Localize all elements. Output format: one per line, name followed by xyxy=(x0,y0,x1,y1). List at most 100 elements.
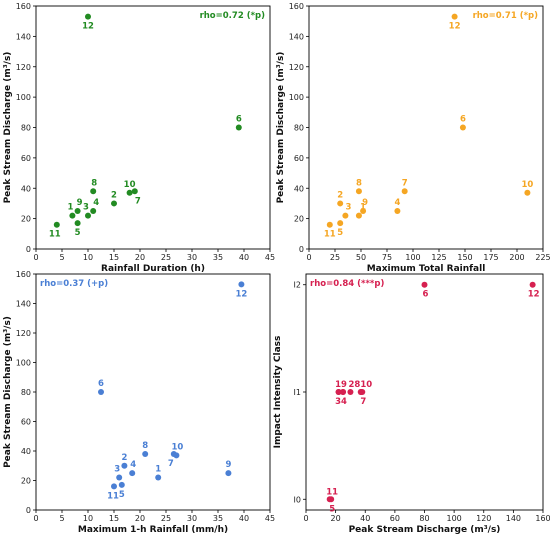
x-tick-label: 50 xyxy=(356,253,366,262)
data-point-11 xyxy=(111,483,117,490)
y-tick-label: 160 xyxy=(16,2,31,11)
data-point-6 xyxy=(98,389,104,395)
point-label-7: 7 xyxy=(402,178,408,188)
point-label-5: 5 xyxy=(337,228,343,238)
x-tick-label: 0 xyxy=(33,253,38,262)
data-point-10 xyxy=(173,452,180,459)
point-label: 810 xyxy=(354,380,372,390)
x-tick-label: 20 xyxy=(331,514,341,523)
point-label-6: 6 xyxy=(98,379,104,389)
data-point-6 xyxy=(459,124,466,131)
x-tick-label: 60 xyxy=(390,514,400,523)
point-label-3: 3 xyxy=(83,203,89,213)
data-point-2 xyxy=(337,200,344,207)
point-label-10: 10 xyxy=(521,180,533,190)
data-point-10 xyxy=(524,189,531,196)
x-tick-label: 35 xyxy=(213,514,223,523)
chart-panel-2: 0 25 50 75 100 125 150 175 200 225020406080100120… xyxy=(276,2,550,274)
y-axis-label: Peak Stream Discharge (m³/s) xyxy=(276,52,286,204)
x-tick-label: 80 xyxy=(419,514,429,523)
point-label-8: 8 xyxy=(91,178,97,188)
plot-frame xyxy=(35,273,271,511)
y-tick-label: 40 xyxy=(294,184,304,193)
data-point-1 xyxy=(155,474,162,481)
point-label-2: 2 xyxy=(121,453,127,463)
point-label-9: 9 xyxy=(225,460,231,470)
y-axis-label: Peak Stream Discharge (m³/s) xyxy=(3,316,13,468)
point-label-1: 1 xyxy=(360,203,366,213)
point-label-1: 1 xyxy=(67,203,73,213)
data-point-11 xyxy=(326,221,333,228)
x-tick-label: 5 xyxy=(59,253,64,262)
y-tick-label: 140 xyxy=(16,300,31,309)
data-point-10 xyxy=(357,389,364,395)
x-tick-label: 75 xyxy=(382,253,392,262)
point-label-2: 2 xyxy=(111,190,117,200)
point-label-7: 7 xyxy=(168,459,174,469)
point-label-9: 9 xyxy=(77,198,83,208)
point-label-6: 6 xyxy=(236,115,242,125)
point-label: 7 xyxy=(360,397,366,407)
y-axis-label: Impact Intensity Class xyxy=(273,336,283,449)
x-tick-label: 30 xyxy=(187,514,197,523)
data-point-9 xyxy=(340,389,347,395)
y-tick-label: 60 xyxy=(294,154,304,163)
data-point-6 xyxy=(421,281,428,288)
x-tick-label: 10 xyxy=(83,514,93,523)
point-label: 19 xyxy=(335,380,347,390)
data-point-12 xyxy=(85,13,91,20)
y-tick-label: 40 xyxy=(21,447,31,456)
data-point-6 xyxy=(235,124,242,131)
x-tick-label: 120 xyxy=(476,514,491,523)
x-tick-label: 30 xyxy=(187,253,197,262)
y-tick-label: 80 xyxy=(21,124,31,133)
y-tick-label: 140 xyxy=(289,32,304,41)
data-point-4 xyxy=(90,208,97,215)
x-tick-label: 0 xyxy=(33,514,38,523)
point-label: 34 xyxy=(335,397,347,407)
x-tick-label: 15 xyxy=(109,253,119,262)
x-axis-label: Peak Stream Discharge (m³/s) xyxy=(349,525,501,535)
data-point-2 xyxy=(121,462,128,469)
point-label-1: 1 xyxy=(155,465,161,475)
x-tick-label: 40 xyxy=(360,514,370,523)
x-tick-label: 25 xyxy=(330,253,340,262)
y-tick-label: 80 xyxy=(294,124,304,133)
y-tick-label: 20 xyxy=(294,215,304,224)
point-label-3: 3 xyxy=(114,465,120,475)
point-label: 6 xyxy=(423,290,429,300)
data-point-5 xyxy=(118,481,125,488)
data-point-11 xyxy=(53,221,60,228)
data-point-12 xyxy=(238,281,245,288)
point-label: 5 xyxy=(329,504,335,514)
data-point-9 xyxy=(360,208,367,215)
correlation-annotation: rho=0.72 (*p) xyxy=(200,11,266,21)
point-label-4: 4 xyxy=(130,460,136,470)
point-label-11: 11 xyxy=(324,230,336,240)
x-tick-label: 45 xyxy=(265,253,275,262)
x-tick-label: 0 xyxy=(306,253,311,262)
x-tick-label: 225 xyxy=(535,253,550,262)
y-tick-label: 20 xyxy=(21,215,31,224)
y-tick-label: 120 xyxy=(16,63,31,72)
chart-panel-4: 0 20 40 60 80 100 120 140 160 I0 I1 I2 Peak Stream D… xyxy=(273,273,550,535)
x-tick-label: 125 xyxy=(431,253,446,262)
y-tick-label: I2 xyxy=(294,281,301,290)
y-tick-label: 160 xyxy=(16,270,31,279)
y-tick-label: 140 xyxy=(16,32,31,41)
x-tick-label: 5 xyxy=(59,514,64,523)
y-tick-label: 100 xyxy=(16,93,31,102)
x-axis-label: Maximum Total Rainfall xyxy=(367,264,486,274)
point-label-11: 11 xyxy=(107,491,119,501)
correlation-annotation: rho=0.84 (***p) xyxy=(310,279,384,289)
point-label-12: 12 xyxy=(235,289,247,299)
y-tick-label: 100 xyxy=(16,359,31,368)
x-tick-label: 20 xyxy=(135,253,145,262)
point-label-7: 7 xyxy=(135,196,141,206)
x-tick-label: 0 xyxy=(303,514,308,523)
y-tick-label: I1 xyxy=(294,388,301,397)
point-label-10: 10 xyxy=(124,180,136,190)
data-point-9 xyxy=(225,470,232,477)
x-tick-label: 200 xyxy=(509,253,524,262)
data-point-8 xyxy=(90,188,97,195)
